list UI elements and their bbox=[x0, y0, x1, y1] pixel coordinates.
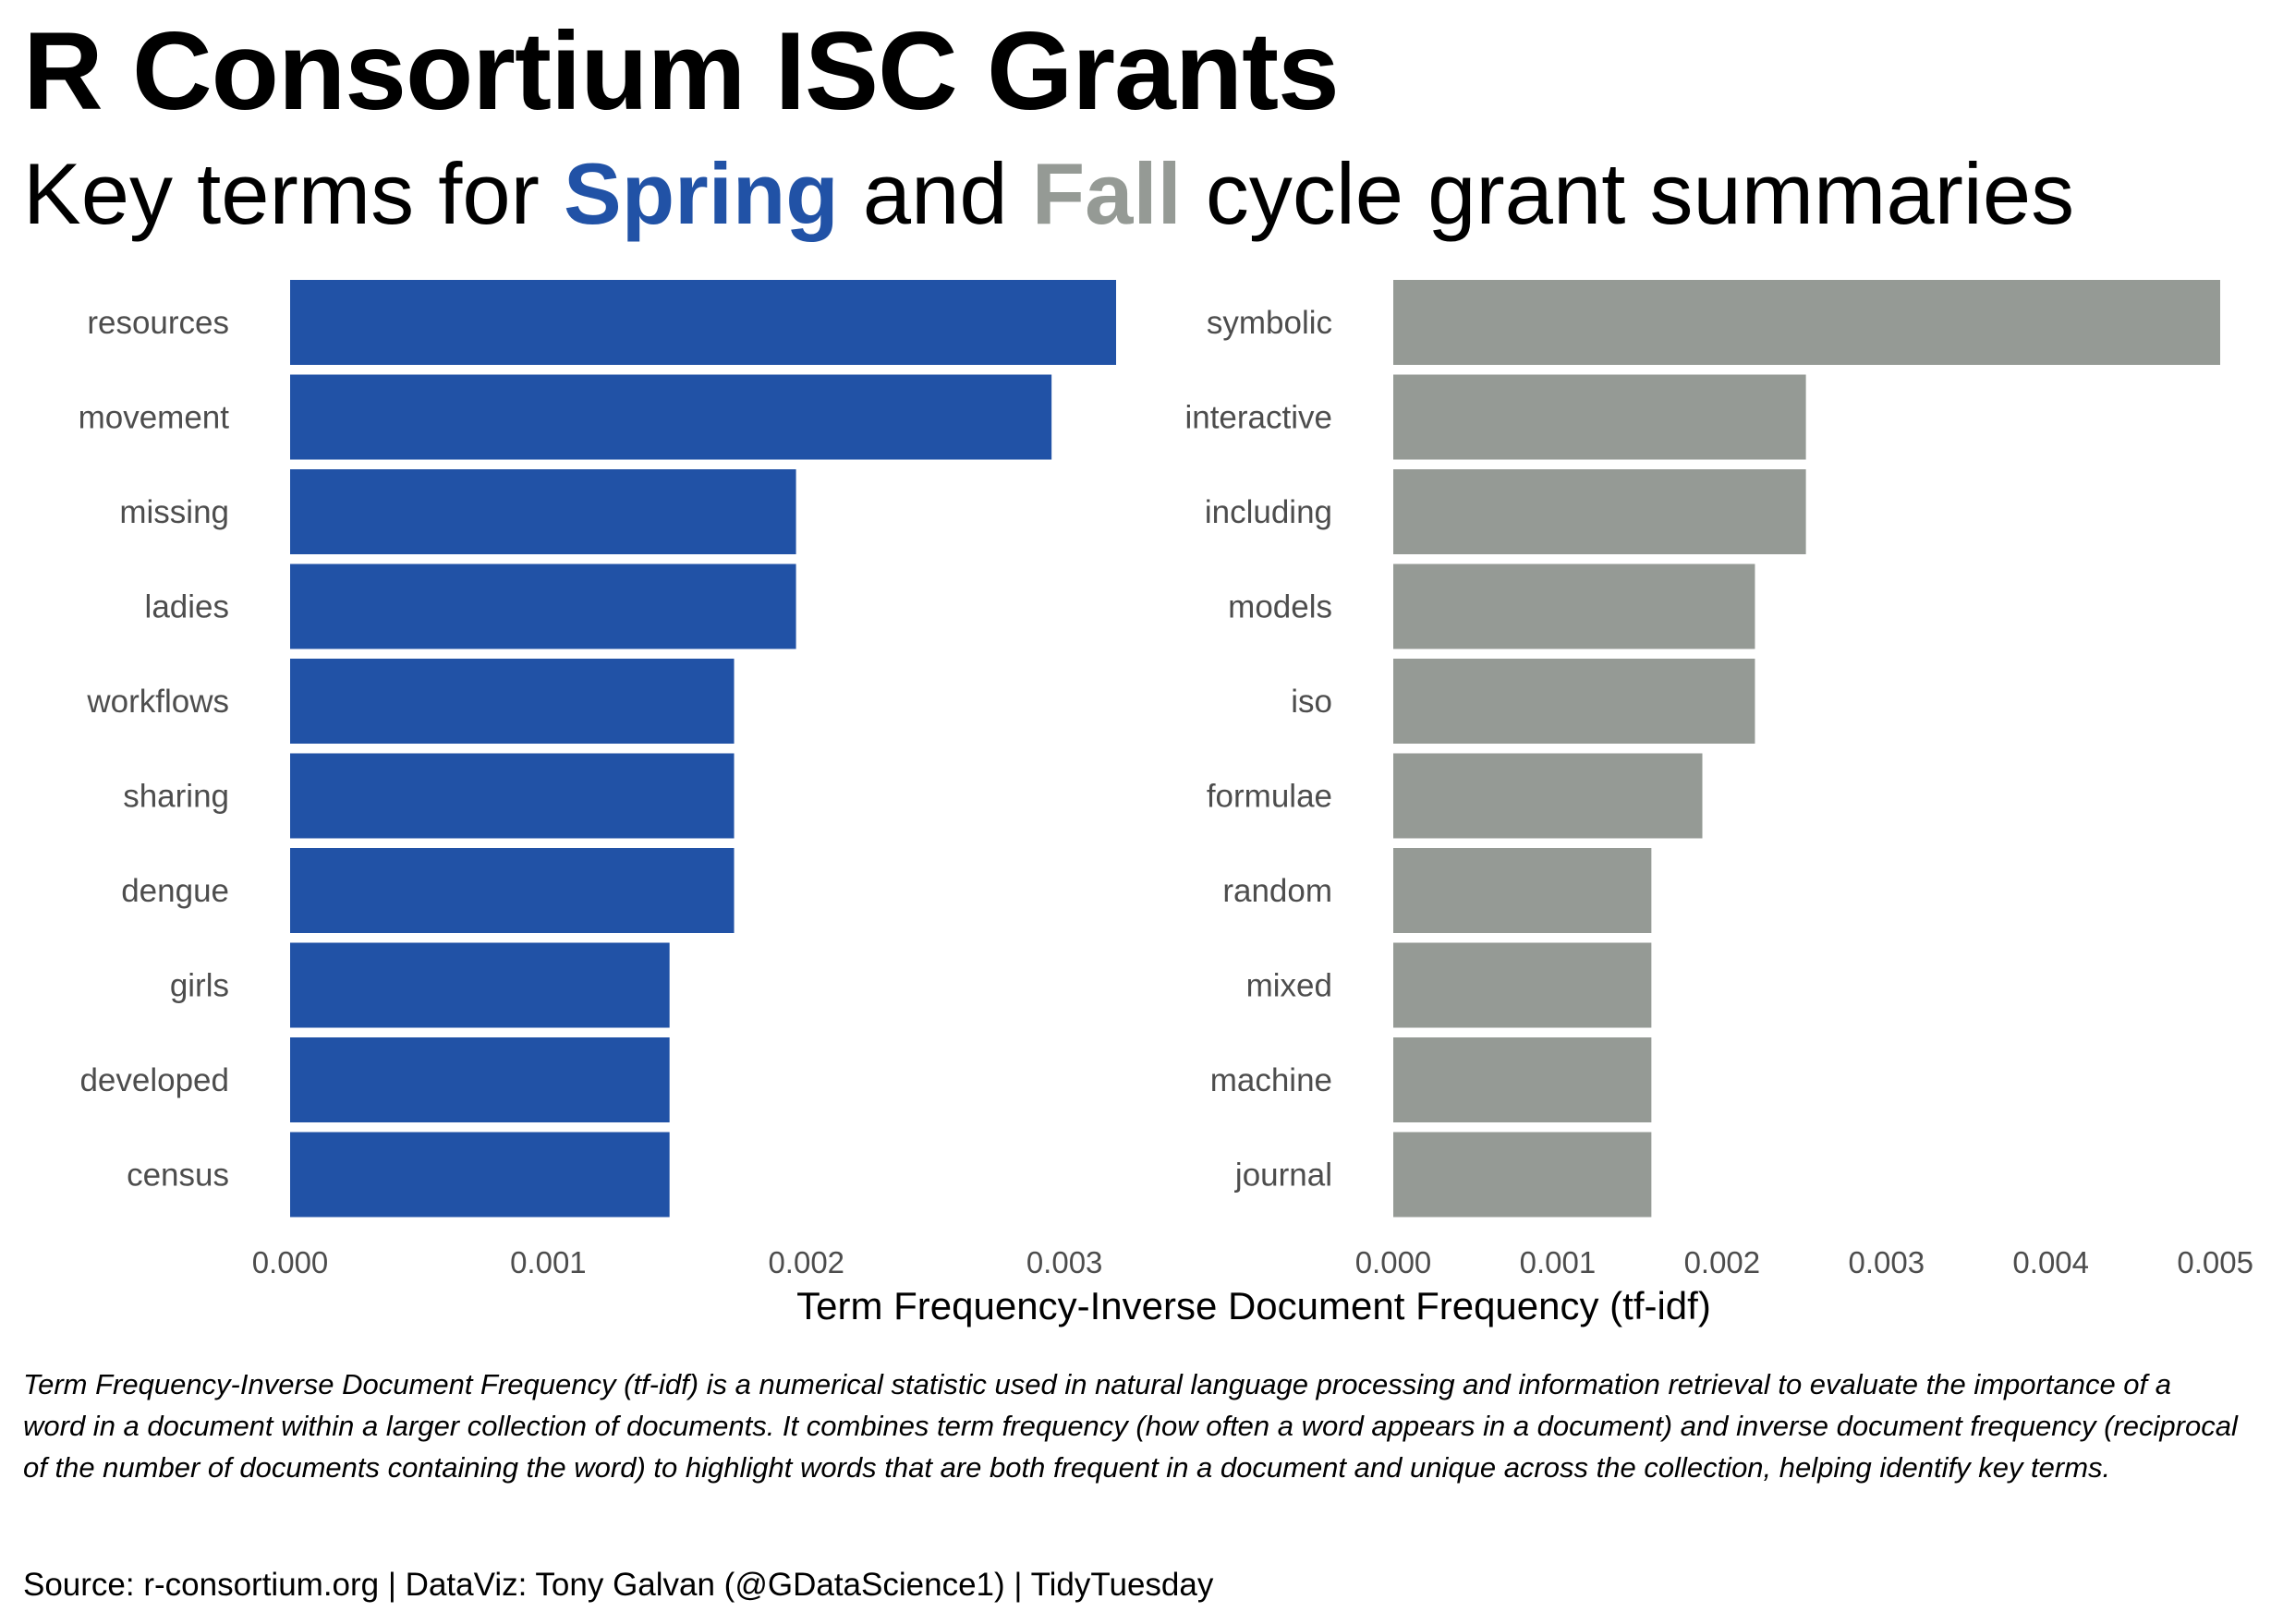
bar-ladies bbox=[290, 564, 796, 649]
fall-x-tick-label: 0.000 bbox=[1355, 1245, 1432, 1279]
fall-panel: symbolic interactive including models iso for… bbox=[1184, 280, 2253, 1279]
tf-idf-explanation-note: Term Frequency-Inverse Document Frequenc… bbox=[23, 1368, 2238, 1484]
category-label-dengue: dengue bbox=[121, 873, 229, 909]
fall-x-tick-label: 0.002 bbox=[1684, 1245, 1761, 1279]
category-label-mixed: mixed bbox=[1246, 968, 1332, 1004]
x-axis-title: Term Frequency-Inverse Document Frequenc… bbox=[796, 1284, 1711, 1327]
bar-missing bbox=[290, 469, 796, 554]
bar-workflows bbox=[290, 659, 735, 744]
subtitle-fall-word: Fall bbox=[1031, 145, 1182, 242]
bar-census bbox=[290, 1132, 670, 1218]
subtitle-prefix: Key terms for bbox=[23, 145, 565, 242]
bar-machine bbox=[1393, 1037, 1652, 1122]
bar-interactive bbox=[1393, 374, 1806, 460]
subtitle-middle: and bbox=[838, 145, 1032, 242]
subtitle-spring-word: Spring bbox=[564, 145, 839, 242]
fall-x-tick-label: 0.005 bbox=[2177, 1245, 2253, 1279]
category-label-workflows: workflows bbox=[86, 684, 229, 720]
category-label-movement: movement bbox=[79, 400, 230, 436]
chart-title: R Consortium ISC Grants bbox=[23, 9, 1340, 133]
spring-x-tick-label: 0.001 bbox=[510, 1245, 587, 1279]
category-label-girls: girls bbox=[170, 968, 229, 1004]
fall-x-tick-label: 0.004 bbox=[2012, 1245, 2089, 1279]
fall-x-tick-label: 0.001 bbox=[1520, 1245, 1597, 1279]
bar-girls bbox=[290, 942, 670, 1028]
category-label-random: random bbox=[1222, 873, 1332, 909]
fall-x-tick-label: 0.003 bbox=[1849, 1245, 1925, 1279]
bar-charts: resources movement missing ladies workflows s… bbox=[79, 280, 2253, 1327]
category-label-models: models bbox=[1228, 589, 1332, 625]
category-label-symbolic: symbolic bbox=[1207, 305, 1332, 341]
spring-panel: resources movement missing ladies workflows s… bbox=[79, 280, 1116, 1279]
bar-dengue bbox=[290, 848, 735, 933]
bar-journal bbox=[1393, 1132, 1652, 1218]
category-label-census: census bbox=[127, 1157, 229, 1194]
bar-symbolic bbox=[1393, 280, 2220, 365]
category-label-iso: iso bbox=[1291, 684, 1332, 720]
bar-including bbox=[1393, 469, 1806, 554]
category-label-missing: missing bbox=[119, 494, 229, 530]
source-caption: Source: r-consortium.org | DataViz: Tony… bbox=[23, 1567, 1214, 1603]
category-label-interactive: interactive bbox=[1184, 400, 1332, 436]
bar-mixed bbox=[1393, 942, 1652, 1028]
bar-iso bbox=[1393, 659, 1755, 744]
bar-random bbox=[1393, 848, 1652, 933]
bar-developed bbox=[290, 1037, 670, 1122]
subtitle-suffix: cycle grant summaries bbox=[1181, 145, 2075, 242]
category-label-resources: resources bbox=[87, 305, 229, 341]
category-label-including: including bbox=[1205, 494, 1332, 530]
chart-subtitle: Key terms for Spring and Fall cycle gran… bbox=[23, 146, 2074, 241]
category-label-machine: machine bbox=[1210, 1062, 1332, 1098]
category-label-developed: developed bbox=[79, 1062, 229, 1098]
bar-movement bbox=[290, 374, 1052, 460]
spring-x-tick-label: 0.002 bbox=[768, 1245, 844, 1279]
category-label-sharing: sharing bbox=[123, 779, 229, 815]
category-label-ladies: ladies bbox=[145, 589, 229, 625]
bar-sharing bbox=[290, 753, 735, 839]
spring-x-tick-label: 0.000 bbox=[252, 1245, 329, 1279]
category-label-formulae: formulae bbox=[1207, 779, 1332, 815]
category-label-journal: journal bbox=[1234, 1157, 1332, 1194]
bar-formulae bbox=[1393, 753, 1703, 839]
spring-x-tick-label: 0.003 bbox=[1026, 1245, 1103, 1279]
bar-models bbox=[1393, 564, 1755, 649]
bar-resources bbox=[290, 280, 1116, 365]
